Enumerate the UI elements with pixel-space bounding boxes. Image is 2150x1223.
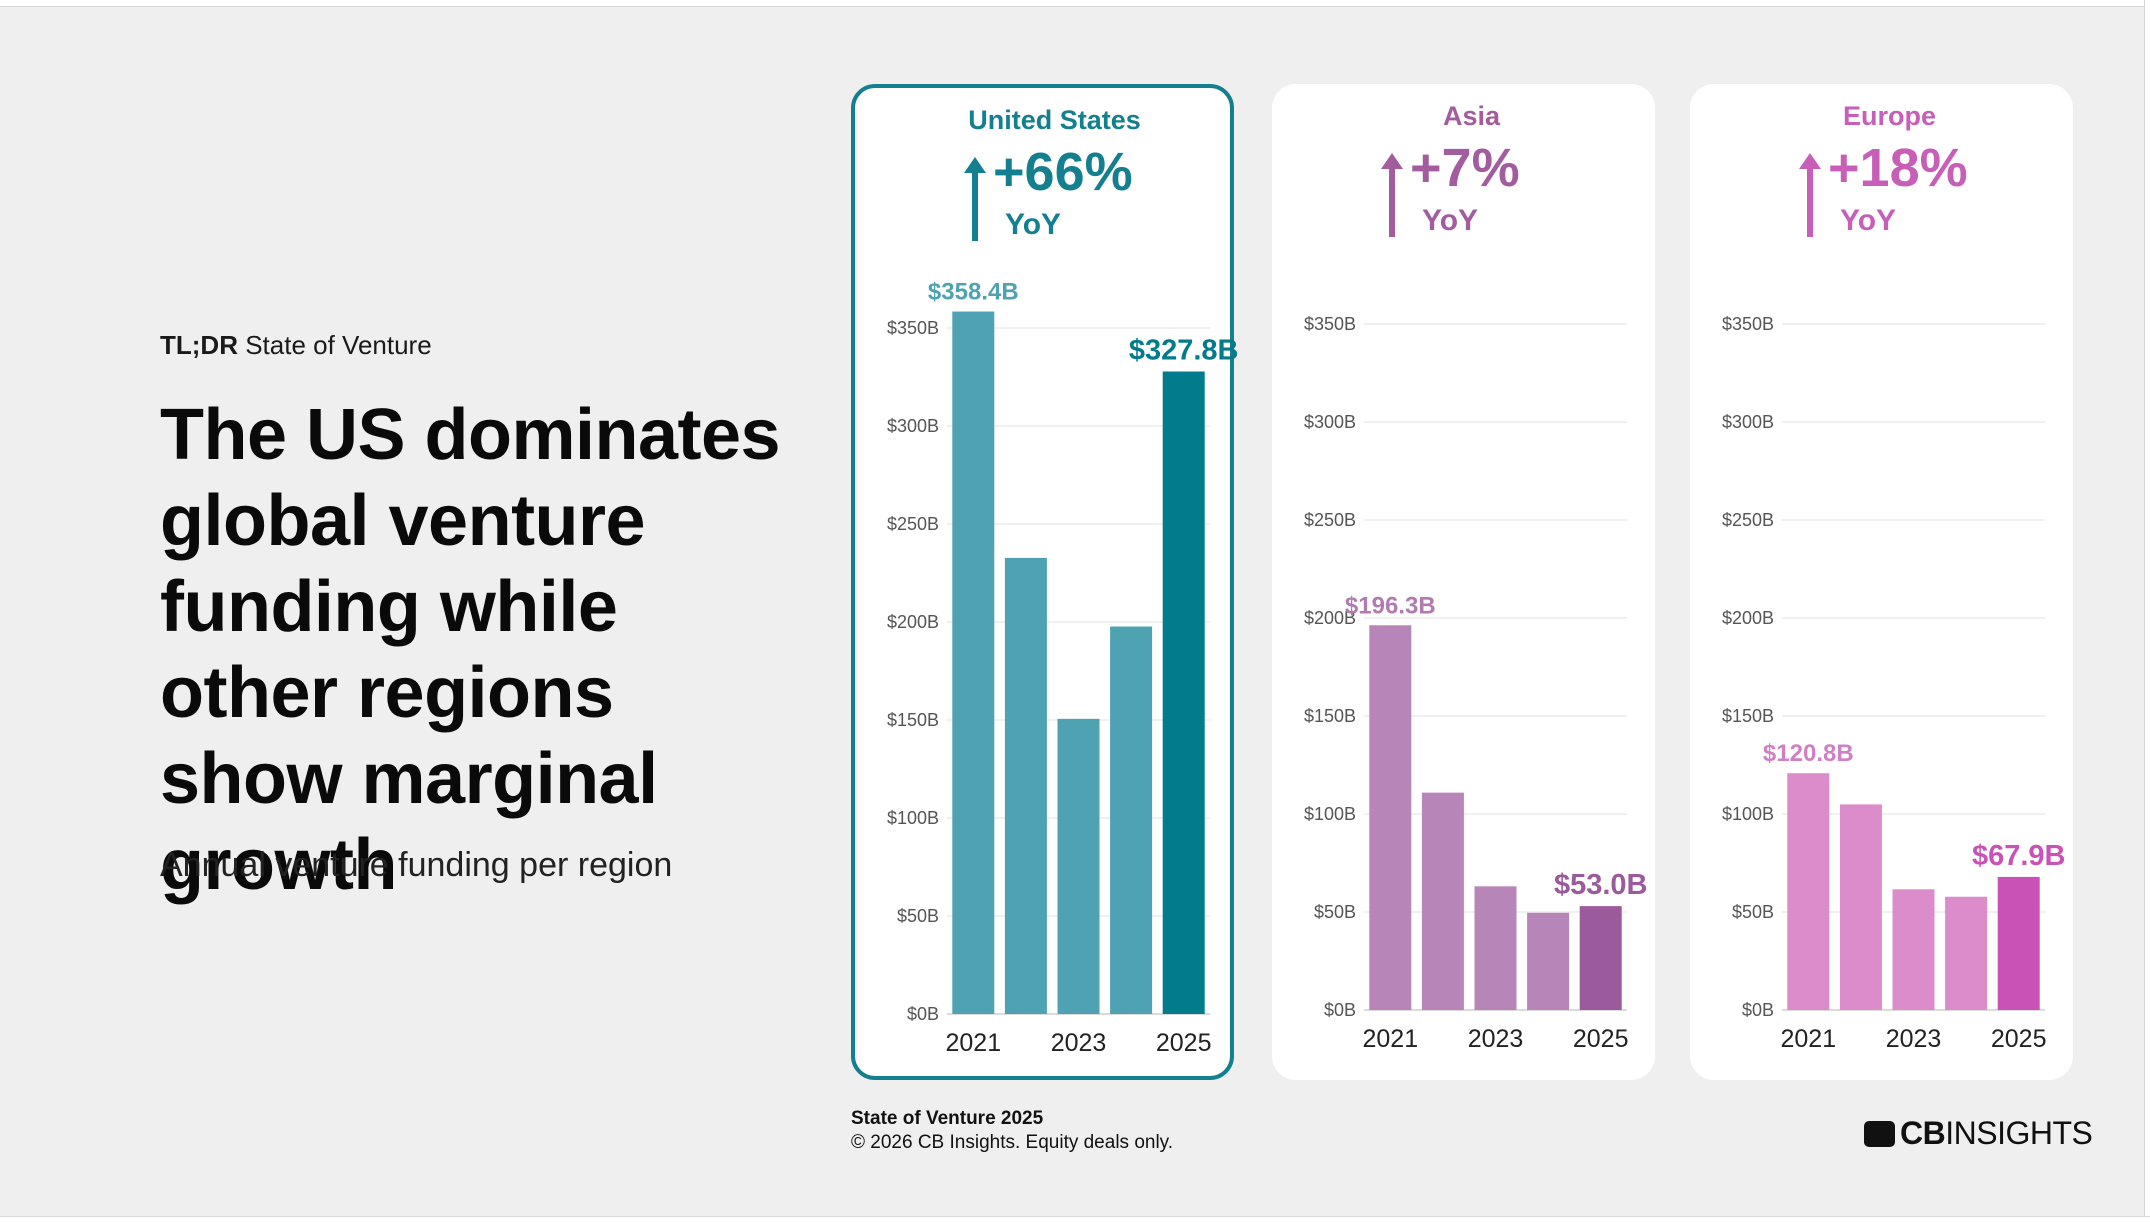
x-tick-label: 2025: [1156, 1029, 1212, 1057]
x-tick-label: 2023: [1051, 1029, 1107, 1057]
right-border: [2144, 0, 2150, 1222]
x-tick-label: 2025: [1991, 1025, 2047, 1053]
bar: [1997, 876, 2040, 1010]
y-tick-label: $250B: [1722, 510, 1774, 530]
logo-bold: CB: [1900, 1115, 1946, 1151]
cb-insights-logo: CBINSIGHTS: [1864, 1115, 2093, 1152]
growth-label: YoY: [1422, 204, 1478, 237]
bar: [1945, 896, 1988, 1010]
y-tick-label: $100B: [887, 808, 939, 828]
bottom-border: [0, 1216, 2150, 1223]
logo-rest: INSIGHTS: [1945, 1115, 2093, 1151]
y-tick-label: $0B: [1324, 1000, 1356, 1020]
y-tick-label: $350B: [1722, 314, 1774, 334]
chart-card-europe[interactable]: Europe +18% YoY $0B $50B $100B $150B $200B $250B…: [1690, 84, 2073, 1080]
bar: [1421, 792, 1464, 1010]
region-title: Europe: [1843, 101, 1936, 131]
data-label: $120.8B: [1763, 740, 1854, 767]
growth-label: YoY: [1005, 208, 1061, 241]
x-tick-label: 2023: [1886, 1025, 1942, 1053]
top-border: [0, 0, 2150, 7]
kicker-rest: State of Venture: [237, 330, 432, 360]
growth-label: YoY: [1840, 204, 1896, 237]
bar: [1839, 804, 1882, 1010]
chart-svg: Europe +18% YoY $0B $50B $100B $150B $200B $250B…: [1722, 101, 2066, 1053]
growth-percent: +66%: [993, 142, 1133, 202]
y-tick-label: $250B: [887, 514, 939, 534]
up-arrow-icon: [1381, 153, 1403, 237]
y-tick-label: $200B: [887, 612, 939, 632]
y-tick-label: $350B: [887, 318, 939, 338]
x-tick-label: 2025: [1573, 1025, 1629, 1053]
bar: [1110, 626, 1153, 1014]
bar: [1892, 889, 1935, 1010]
chart-svg: United States +66% YoY $0B $50B $100B $150B $20…: [887, 105, 1238, 1057]
y-tick-label: $350B: [1304, 314, 1356, 334]
growth-percent: +18%: [1828, 138, 1968, 198]
y-tick-label: $200B: [1722, 608, 1774, 628]
bar: [1787, 773, 1830, 1010]
chart-svg: Asia +7% YoY $0B $50B $100B $150B $200B $250B $30…: [1304, 101, 1648, 1053]
bar: [1057, 718, 1100, 1014]
footer-copyright: © 2026 CB Insights. Equity deals only.: [851, 1132, 1174, 1153]
cb-logo-icon: [1864, 1120, 1895, 1147]
x-tick-label: 2021: [1780, 1025, 1836, 1053]
headline[interactable]: The US dominates global venture funding …: [160, 395, 781, 905]
y-tick-label: $100B: [1722, 804, 1774, 824]
chart-card-united-states[interactable]: United States +66% YoY $0B $50B $100B $150B $20…: [851, 84, 1238, 1080]
y-tick-label: $300B: [1722, 412, 1774, 432]
x-tick-label: 2021: [945, 1029, 1001, 1057]
kicker-bold: TL;DR: [160, 330, 238, 360]
up-arrow-icon: [964, 157, 986, 241]
data-label: $67.9B: [1972, 840, 2066, 872]
bar: [1579, 906, 1622, 1010]
bar: [1527, 912, 1570, 1010]
bar: [1162, 371, 1205, 1015]
y-tick-label: $300B: [887, 416, 939, 436]
kicker: TL;DR State of Venture: [160, 330, 432, 361]
y-tick-label: $150B: [1304, 706, 1356, 726]
chart-card-asia[interactable]: Asia +7% YoY $0B $50B $100B $150B $200B $250B $30…: [1272, 84, 1655, 1080]
bar: [1369, 625, 1412, 1010]
y-tick-label: $150B: [1722, 706, 1774, 726]
data-label: $53.0B: [1554, 869, 1648, 901]
subtitle: Annual venture funding per region: [160, 846, 673, 884]
y-tick-label: $50B: [897, 906, 939, 926]
up-arrow-icon: [1799, 153, 1821, 237]
y-tick-label: $300B: [1304, 412, 1356, 432]
y-tick-label: $50B: [1732, 902, 1774, 922]
bar: [1474, 886, 1517, 1010]
y-tick-label: $0B: [907, 1004, 939, 1024]
region-title: United States: [968, 105, 1141, 135]
growth-percent: +7%: [1410, 138, 1520, 198]
y-tick-label: $250B: [1304, 510, 1356, 530]
footer-title: State of Venture 2025: [851, 1108, 1044, 1129]
y-tick-label: $50B: [1314, 902, 1356, 922]
x-tick-label: 2023: [1468, 1025, 1524, 1053]
y-tick-label: $100B: [1304, 804, 1356, 824]
region-title: Asia: [1443, 101, 1501, 131]
bar: [1004, 557, 1047, 1014]
y-tick-label: $200B: [1304, 608, 1356, 628]
x-tick-label: 2021: [1362, 1025, 1418, 1053]
y-tick-label: $0B: [1742, 1000, 1774, 1020]
y-tick-label: $150B: [887, 710, 939, 730]
data-label: $358.4B: [928, 279, 1019, 306]
data-label: $327.8B: [1129, 335, 1238, 367]
data-label: $196.3B: [1345, 592, 1436, 619]
logo-text: CBINSIGHTS: [1900, 1115, 2093, 1152]
bar: [952, 311, 995, 1014]
